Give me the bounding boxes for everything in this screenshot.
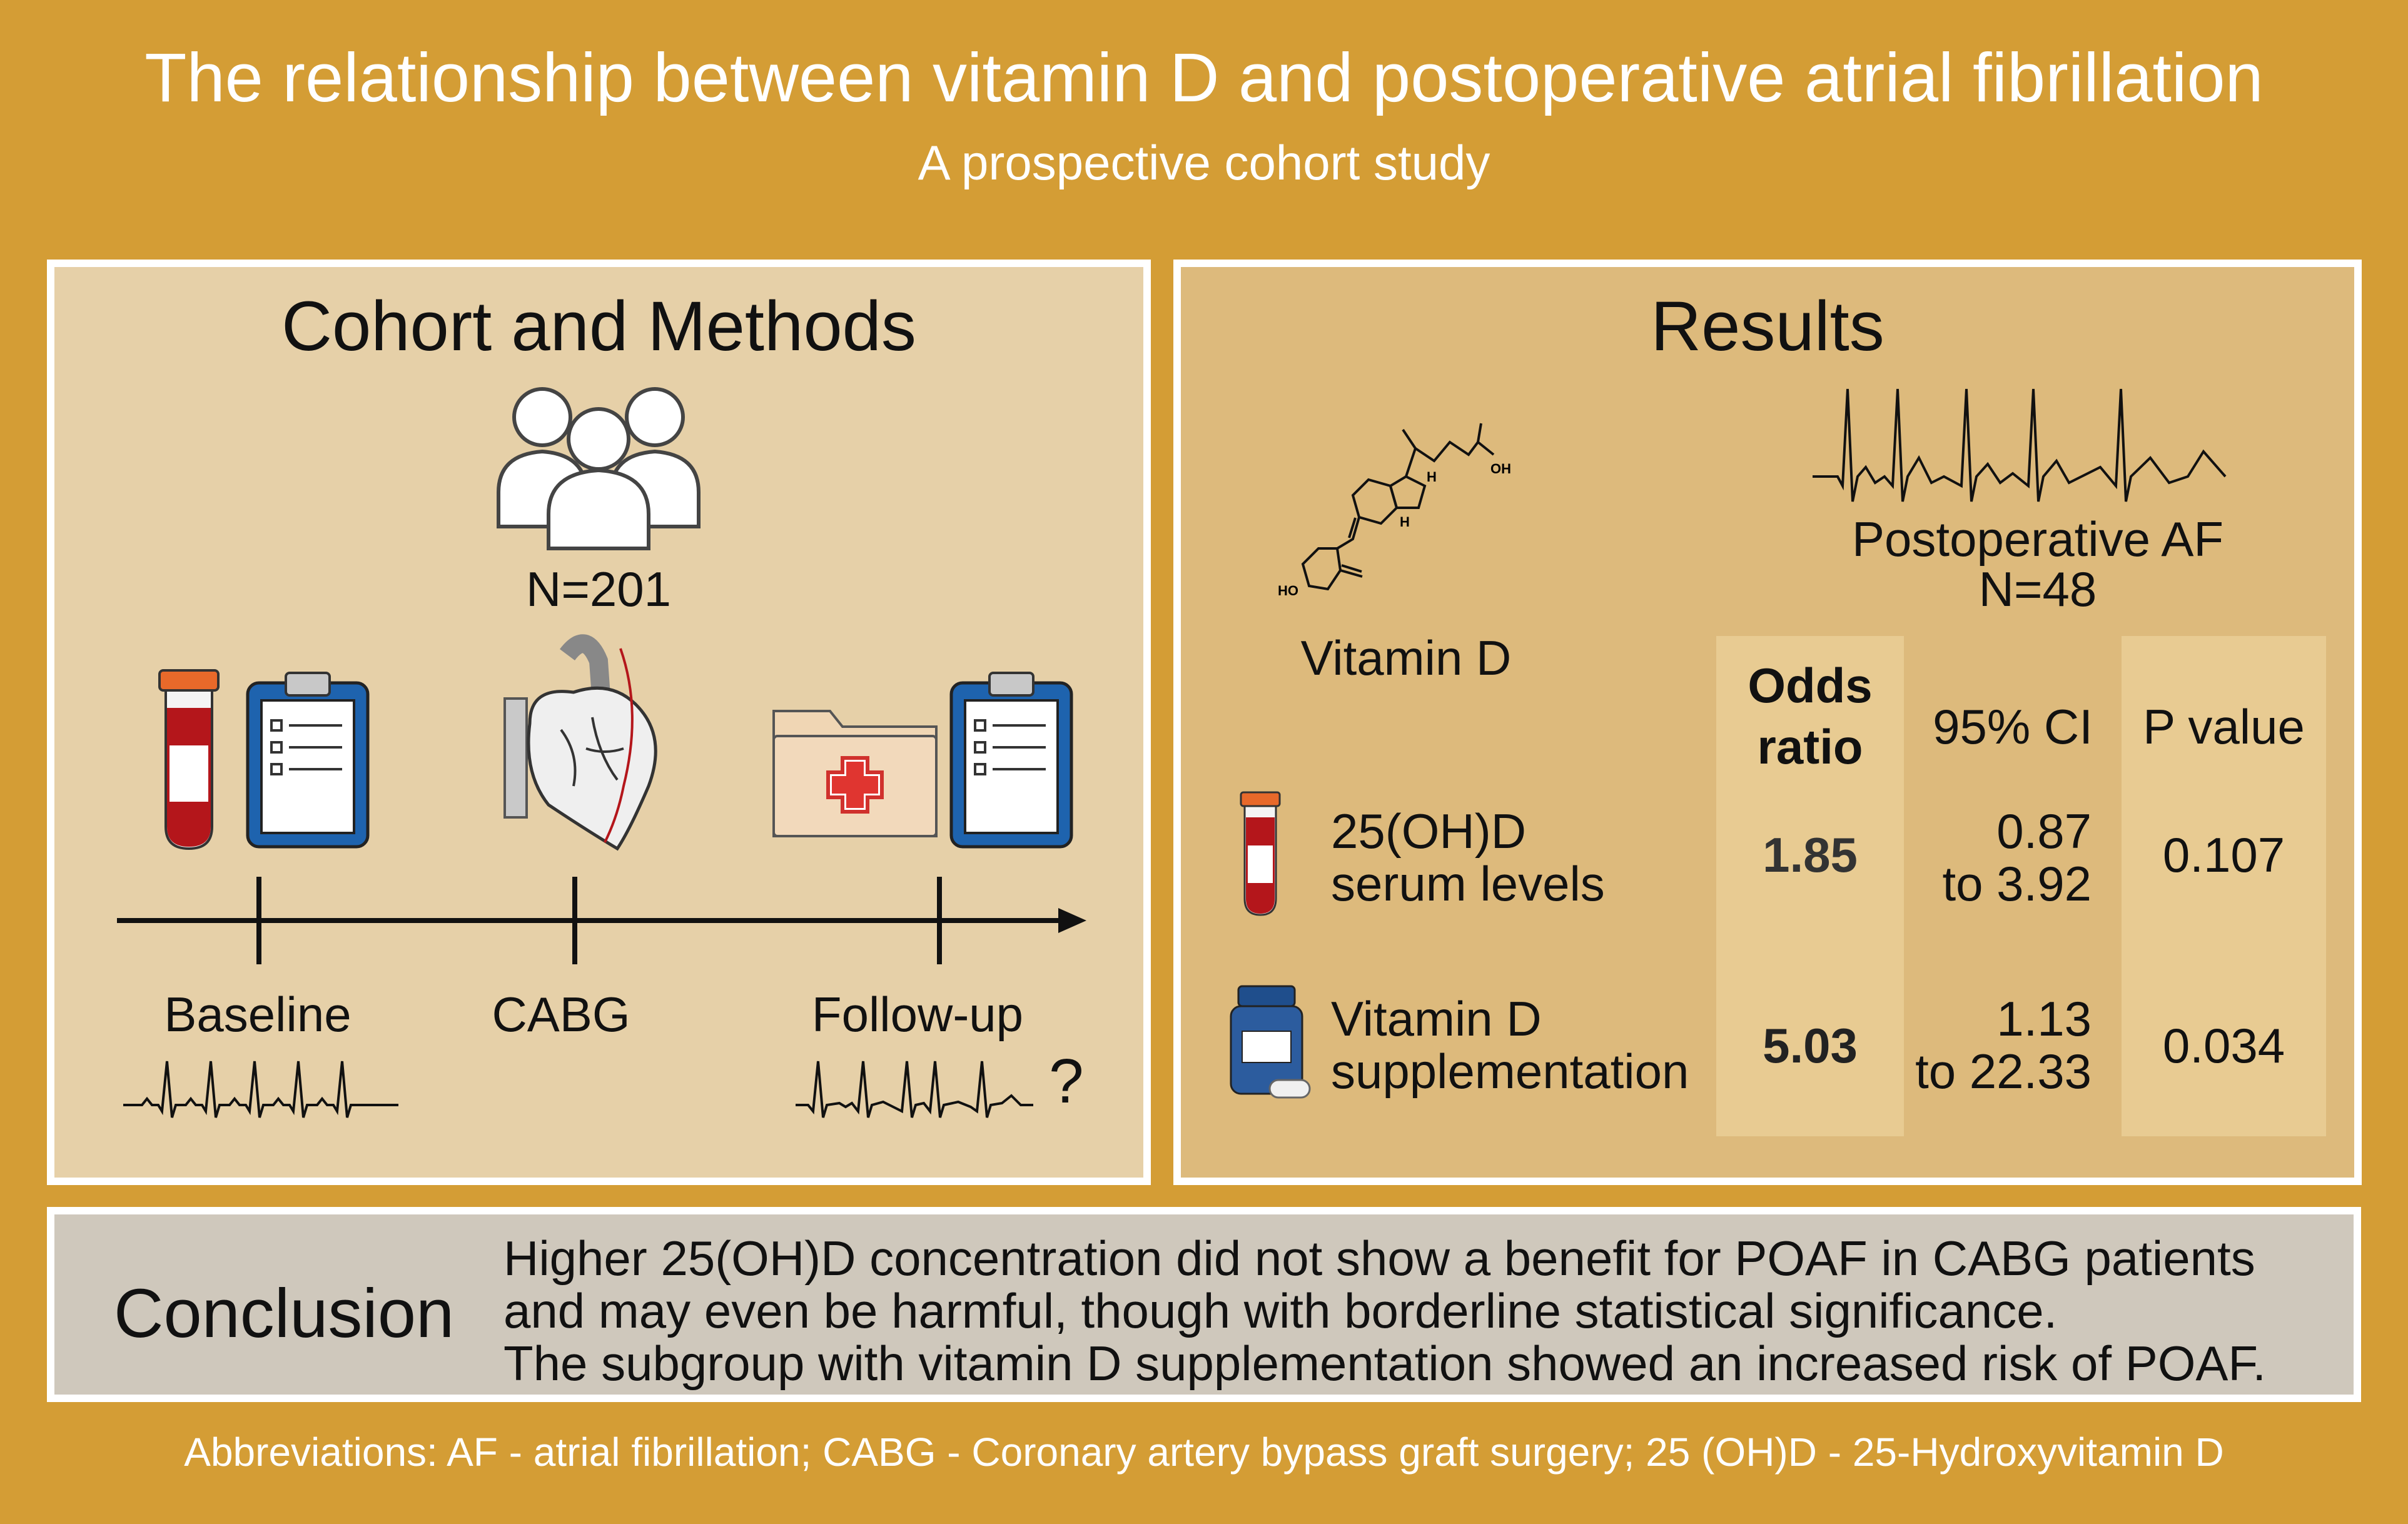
vitamin-d-molecule-icon: H H OH HO bbox=[1278, 423, 1511, 598]
conclusion-heading: Conclusion bbox=[114, 1275, 455, 1352]
odds-ratio-column bbox=[1716, 636, 1904, 1136]
people-icon bbox=[497, 387, 701, 550]
p-value-column bbox=[2122, 636, 2326, 1136]
timeline-followup: Follow-up bbox=[811, 987, 1024, 1042]
page-subtitle: A prospective cohort study bbox=[918, 135, 1490, 190]
ecg-icon-af bbox=[1813, 388, 2227, 502]
row1-label: 25(OH)D serum levels bbox=[1331, 804, 1605, 911]
conclusion-text: Higher 25(OH)D concentration did not sho… bbox=[503, 1232, 2266, 1390]
poaf-n-label: N=48 bbox=[1978, 562, 2097, 617]
row1-p-value: 0.107 bbox=[2162, 827, 2285, 882]
header-ci: 95% CI bbox=[1933, 699, 2093, 754]
header-odds-ratio: Odds ratio bbox=[1748, 658, 1873, 774]
vitamin-d-label: Vitamin D bbox=[1300, 630, 1512, 685]
molecule-h2: H bbox=[1400, 514, 1410, 530]
conclusion-panel: Conclusion Higher 25(OH)D concentration … bbox=[47, 1207, 2361, 1402]
header-p-value: P value bbox=[2143, 699, 2305, 754]
molecule-h1: H bbox=[1427, 469, 1437, 485]
row1-ci: 0.87 to 3.92 bbox=[1942, 804, 2092, 911]
ecg-icon-baseline bbox=[123, 1061, 398, 1118]
results-heading: Results bbox=[1651, 287, 1884, 365]
conclusion-line-1: Higher 25(OH)D concentration did not sho… bbox=[503, 1231, 2255, 1286]
followup-question-mark: ? bbox=[1049, 1046, 1084, 1116]
clipboard-icon-followup bbox=[949, 672, 1073, 849]
abbreviations-footer: Abbreviations: AF - atrial fibrillation;… bbox=[184, 1430, 2224, 1475]
medical-folder-icon bbox=[772, 710, 938, 837]
blood-tube-icon-row bbox=[1240, 791, 1281, 916]
methods-heading: Cohort and Methods bbox=[281, 287, 916, 365]
ecg-icon-followup bbox=[796, 1061, 1033, 1118]
conclusion-line-2: and may even be harmful, though with bor… bbox=[503, 1283, 2058, 1338]
row2-label: Vitamin D supplementation bbox=[1331, 991, 1689, 1099]
molecule-oh: OH bbox=[1490, 461, 1511, 477]
clipboard-icon bbox=[246, 672, 370, 849]
pill-bottle-icon bbox=[1230, 985, 1311, 1099]
poaf-label: Postoperative AF bbox=[1852, 512, 2223, 567]
conclusion-line-3: The subgroup with vitamin D supplementat… bbox=[503, 1336, 2267, 1391]
row2-odds-ratio: 5.03 bbox=[1763, 1018, 1858, 1073]
heart-icon bbox=[503, 634, 657, 851]
row2-p-value: 0.034 bbox=[2162, 1018, 2285, 1073]
timeline-baseline: Baseline bbox=[164, 987, 352, 1042]
cohort-methods-panel: Cohort and Methods N=201 bbox=[47, 260, 1151, 1185]
row1-odds-ratio: 1.85 bbox=[1763, 827, 1858, 882]
blood-tube-icon bbox=[158, 669, 220, 850]
timeline-cabg: CABG bbox=[492, 987, 630, 1042]
timeline-arrow bbox=[117, 877, 1086, 964]
page-title: The relationship between vitamin D and p… bbox=[144, 39, 2264, 116]
cohort-n-label: N=201 bbox=[525, 562, 672, 617]
row2-ci: 1.13 to 22.33 bbox=[1915, 991, 2092, 1099]
molecule-ho: HO bbox=[1278, 583, 1298, 598]
results-panel: Results H H OH HO Vitamin D Postoperativ bbox=[1173, 260, 2362, 1185]
